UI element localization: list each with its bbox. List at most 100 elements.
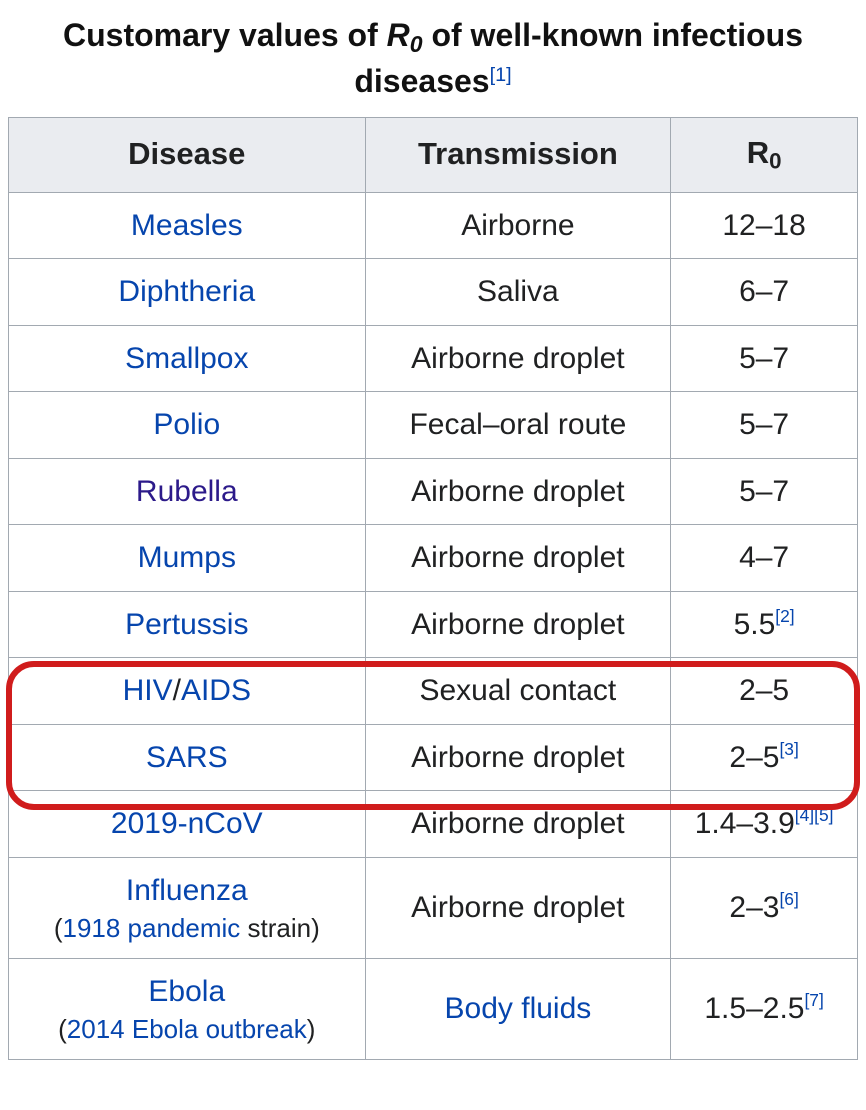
disease-cell: Measles — [9, 192, 366, 259]
r0-cell: 2–5[3] — [671, 724, 858, 791]
disease-link[interactable]: HIV — [123, 674, 173, 707]
disease-link[interactable]: Ebola — [148, 975, 225, 1008]
table-row: Smallpox Airborne droplet 5–7 — [9, 325, 858, 392]
table-row: Mumps Airborne droplet 4–7 — [9, 525, 858, 592]
r0-cell: 12–18 — [671, 192, 858, 259]
r0-value: 5–7 — [739, 475, 789, 508]
transmission-cell: Fecal–oral route — [365, 392, 671, 459]
table-header-row: Disease Transmission R0 — [9, 118, 858, 192]
r0-value: 6–7 — [739, 275, 789, 308]
disease-cell: SARS — [9, 724, 366, 791]
disease-link[interactable]: Measles — [131, 209, 243, 242]
table-row: SARSAirborne droplet2–5[3] — [9, 724, 858, 791]
col-transmission-header: Transmission — [365, 118, 671, 192]
paren-link[interactable]: 1918 pandemic — [62, 913, 240, 943]
transmission-cell: Sexual contact — [365, 658, 671, 725]
r0-value: 1.5–2.5 — [704, 992, 804, 1025]
r0-cell: 5–7 — [671, 392, 858, 459]
reference-link[interactable]: [2] — [775, 606, 794, 626]
r0-cell: 5–7 — [671, 325, 858, 392]
r0-value: 1.4–3.9 — [695, 808, 795, 841]
disease-link[interactable]: Diphtheria — [118, 275, 255, 308]
reference-link[interactable]: [4] — [795, 805, 814, 825]
disease-link[interactable]: Smallpox — [125, 342, 248, 375]
reference-link[interactable]: [6] — [779, 889, 798, 909]
paren-post: strain) — [240, 913, 319, 943]
transmission-cell: Airborne droplet — [365, 791, 671, 858]
r0-value: 2–5 — [739, 674, 789, 707]
disease-cell: Ebola (2014 Ebola outbreak) — [9, 959, 366, 1060]
r0-cell: 1.5–2.5[7] — [671, 959, 858, 1060]
r0-value: 2–5 — [729, 741, 779, 774]
reference-link[interactable]: [7] — [804, 990, 823, 1010]
table-caption: Customary values of R0 of well-known inf… — [8, 10, 858, 117]
r0-cell: 6–7 — [671, 259, 858, 326]
r0-cell: 2–5 — [671, 658, 858, 725]
disease-cell: Influenza (1918 pandemic strain) — [9, 858, 366, 959]
transmission-cell: Airborne droplet — [365, 591, 671, 658]
transmission-cell: Airborne — [365, 192, 671, 259]
caption-r0-sub: 0 — [410, 31, 423, 57]
r0-value: 5–7 — [739, 408, 789, 441]
disease-link[interactable]: Rubella — [136, 475, 238, 508]
table-row: Polio Fecal–oral route 5–7 — [9, 392, 858, 459]
r0-value: 2–3 — [729, 891, 779, 924]
col-r0-header: R0 — [671, 118, 858, 192]
col-disease-header: Disease — [9, 118, 366, 192]
r0-value: 5–7 — [739, 342, 789, 375]
col-r0-R: R — [747, 135, 769, 170]
caption-r0-R: R — [387, 17, 410, 53]
caption-ref-link[interactable]: [1] — [490, 64, 512, 86]
transmission-cell: Airborne droplet — [365, 325, 671, 392]
r0-value: 4–7 — [739, 541, 789, 574]
r0-cell: 4–7 — [671, 525, 858, 592]
transmission-link[interactable]: Body fluids — [445, 992, 592, 1025]
paren-pre: ( — [58, 1014, 67, 1044]
disease-cell: HIV/AIDS — [9, 658, 366, 725]
table-body: Measles Airborne 12–18 Diphtheria Saliva 6–7 S… — [9, 192, 858, 1060]
transmission-cell: Airborne droplet — [365, 858, 671, 959]
disease-link[interactable]: SARS — [146, 741, 228, 774]
transmission-cell: Airborne droplet — [365, 724, 671, 791]
disease-link[interactable]: Influenza — [126, 874, 248, 907]
paren-post: ) — [307, 1014, 316, 1044]
table-row: Measles Airborne 12–18 — [9, 192, 858, 259]
caption-prefix: Customary values of — [63, 17, 387, 53]
transmission-cell: Airborne droplet — [365, 458, 671, 525]
disease-link[interactable]: 2019-nCoV — [111, 807, 263, 840]
disease-link[interactable]: Pertussis — [125, 608, 248, 641]
disease-cell: Mumps — [9, 525, 366, 592]
disease-link[interactable]: AIDS — [181, 674, 251, 707]
table-row: Diphtheria Saliva 6–7 — [9, 259, 858, 326]
transmission-cell: Body fluids — [365, 959, 671, 1060]
page-container: Customary values of R0 of well-known inf… — [0, 0, 866, 1110]
table-row: HIV/AIDSSexual contact2–5 — [9, 658, 858, 725]
table-row: Rubella Airborne droplet 5–7 — [9, 458, 858, 525]
r0-value: 5.5 — [734, 608, 776, 641]
col-r0-sub: 0 — [769, 149, 781, 174]
disease-parenthetical: (2014 Ebola outbreak) — [15, 1013, 359, 1046]
r0-value: 12–18 — [722, 209, 805, 242]
disease-parenthetical: (1918 pandemic strain) — [15, 912, 359, 945]
r0-table: Disease Transmission R0 Measles Airborne 1… — [8, 117, 858, 1060]
r0-cell: 1.4–3.9[4][5] — [671, 791, 858, 858]
disease-cell: Pertussis — [9, 591, 366, 658]
disease-text: / — [173, 674, 181, 707]
r0-cell: 5.5[2] — [671, 591, 858, 658]
disease-cell: Polio — [9, 392, 366, 459]
transmission-cell: Airborne droplet — [365, 525, 671, 592]
table-row: PertussisAirborne droplet5.5[2] — [9, 591, 858, 658]
paren-link[interactable]: 2014 Ebola outbreak — [67, 1014, 307, 1044]
reference-link[interactable]: [5] — [814, 805, 833, 825]
disease-cell: Diphtheria — [9, 259, 366, 326]
disease-link[interactable]: Polio — [153, 408, 220, 441]
disease-link[interactable]: Mumps — [138, 541, 236, 574]
table-row: 2019-nCoVAirborne droplet1.4–3.9[4][5] — [9, 791, 858, 858]
r0-cell: 2–3[6] — [671, 858, 858, 959]
caption-middle: of well-known infectious diseases — [354, 17, 803, 99]
r0-cell: 5–7 — [671, 458, 858, 525]
reference-link[interactable]: [3] — [779, 739, 798, 759]
transmission-cell: Saliva — [365, 259, 671, 326]
table-row: Influenza (1918 pandemic strain)Airborne … — [9, 858, 858, 959]
table-row: Ebola (2014 Ebola outbreak) Body fluids 1.5… — [9, 959, 858, 1060]
